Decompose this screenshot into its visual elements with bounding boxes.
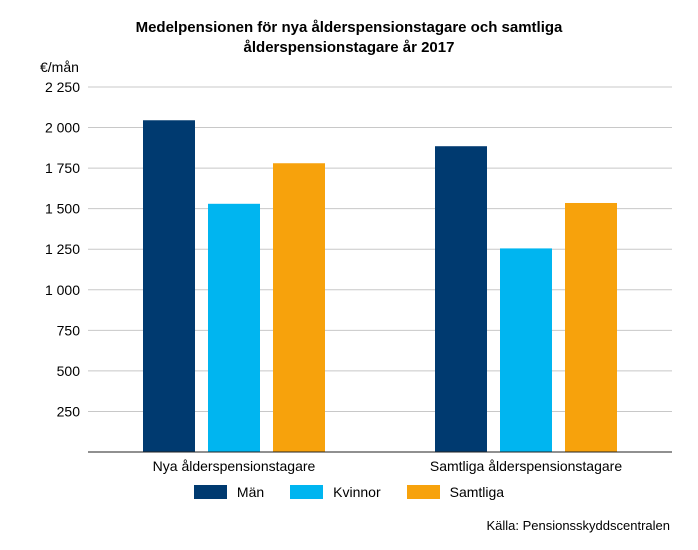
- legend-item: Kvinnor: [290, 484, 381, 500]
- bar-samtliga-1: [565, 202, 617, 452]
- legend-item: Män: [193, 484, 265, 500]
- y-tick-label: 1 500: [45, 201, 80, 217]
- legend: Män Kvinnor Samtliga: [0, 484, 698, 500]
- legend-label: Samtliga: [449, 484, 505, 500]
- y-tick-label: 1 000: [45, 282, 80, 298]
- x-category-label: Nya ålderspensionstagare: [153, 458, 316, 474]
- legend-item: Samtliga: [406, 484, 505, 500]
- y-tick-label: 500: [57, 363, 81, 379]
- bar-samtliga-0: [273, 163, 325, 452]
- y-axis-ticks: 250 500 750 1 000 1 250 1 500 1 750 2 000 2 250: [45, 79, 80, 419]
- y-tick-label: 250: [57, 403, 81, 419]
- x-category-label: Samtliga ålderspensionstagare: [430, 458, 622, 474]
- y-tick-label: 2 250: [45, 79, 80, 95]
- source-note: Källa: Pensionsskyddscentralen: [486, 518, 670, 533]
- x-axis-category-labels: Nya ålderspensionstagare Samtliga åldersp…: [153, 458, 623, 474]
- y-tick-label: 1 250: [45, 241, 80, 257]
- chart-title: Medelpensionen för nya ålderspensionstag…: [0, 18, 698, 58]
- bar-kvinnor-0: [208, 203, 260, 452]
- chart-title-line-1: Medelpensionen för nya ålderspensionstag…: [135, 19, 563, 36]
- legend-swatch: [406, 485, 440, 499]
- legend-label: Kvinnor: [333, 484, 381, 500]
- y-tick-label: 1 750: [45, 160, 80, 176]
- legend-label: Män: [236, 484, 265, 500]
- y-axis-unit-label: €/mån: [40, 59, 79, 75]
- bar-kvinnor-1: [500, 248, 552, 452]
- y-tick-label: 2 000: [45, 120, 80, 136]
- bar-m-n-0: [143, 120, 195, 452]
- chart-title-line-2: ålderspensionstagare år 2017: [243, 39, 455, 56]
- legend-swatch: [290, 485, 324, 499]
- bar-m-n-1: [435, 146, 487, 452]
- bars: [143, 120, 617, 452]
- y-tick-label: 750: [57, 322, 81, 338]
- legend-swatch: [193, 485, 227, 499]
